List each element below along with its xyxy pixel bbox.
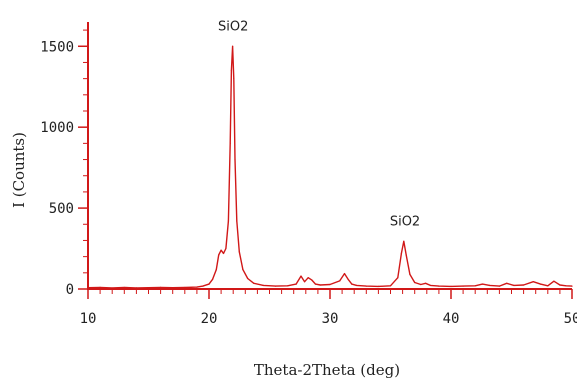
data-point [481, 283, 484, 285]
annotations: SiO2 SiO2 [218, 19, 420, 229]
data-point [212, 278, 214, 280]
data-point [565, 285, 567, 287]
data-point [506, 282, 508, 284]
data-point [123, 286, 125, 289]
y-tick-label: 500 [49, 201, 74, 217]
y-axis-label: I (Counts) [10, 132, 28, 208]
data-point [287, 285, 289, 287]
data-point [172, 287, 174, 289]
data-point [275, 285, 277, 287]
x-tick-label: 20 [201, 311, 218, 327]
data-point [513, 284, 515, 286]
data-point [429, 284, 431, 286]
data-point [218, 254, 220, 256]
y-tick-label: 1000 [40, 120, 74, 136]
data-point [450, 285, 452, 287]
peak-annotation: SiO2 [390, 214, 420, 229]
data-point [403, 240, 405, 242]
data-point [400, 252, 402, 254]
data-point [489, 284, 491, 286]
data-point [236, 220, 238, 222]
data-point [222, 252, 225, 254]
data-point [397, 277, 399, 279]
x-tick-label: 50 [564, 311, 577, 327]
data-point [233, 78, 235, 80]
data-point [215, 269, 217, 271]
data-point [220, 249, 222, 251]
data-point [232, 45, 234, 47]
data-point [225, 247, 227, 250]
data-point [523, 284, 525, 286]
series-layer [87, 45, 573, 289]
data-point [339, 280, 341, 282]
y-axis-title: I (Counts) [10, 132, 28, 208]
data-point [135, 287, 137, 289]
x-axis-label: Theta-2Theta (deg) [254, 361, 400, 379]
data-point [405, 254, 407, 256]
data-point [498, 285, 500, 287]
x-tick-label: 10 [80, 311, 97, 327]
data-point [571, 285, 573, 287]
data-point [229, 142, 231, 144]
axes [87, 22, 572, 290]
data-point [420, 283, 422, 286]
data-point [425, 282, 427, 284]
data-point [247, 277, 249, 280]
data-point [238, 251, 240, 253]
data-point [304, 281, 306, 283]
data-point [314, 283, 317, 285]
data-point [160, 286, 162, 288]
data-point [87, 287, 89, 289]
data-point [559, 284, 561, 286]
data-point [409, 273, 411, 275]
peak-annotation: SiO2 [218, 19, 248, 34]
data-point [474, 285, 476, 287]
data-point [347, 278, 349, 280]
data-point [242, 269, 244, 271]
data-point [202, 285, 204, 287]
x-tick-label: 40 [443, 311, 460, 327]
data-point [111, 287, 113, 289]
data-point [365, 285, 367, 287]
data-point [343, 273, 346, 275]
data-point [230, 69, 232, 72]
data-point [300, 275, 302, 277]
data-point [319, 284, 321, 286]
y-tick-label: 0 [66, 282, 74, 298]
data-point [414, 281, 416, 284]
data-point [389, 285, 392, 287]
data-point [532, 281, 534, 283]
data-point [234, 158, 236, 161]
x-tick-label: 30 [322, 311, 339, 327]
data-point [377, 285, 379, 287]
y-tick-label: 1500 [40, 39, 74, 55]
data-point [329, 283, 331, 286]
data-point [311, 279, 313, 281]
data-point [196, 286, 198, 288]
data-point [208, 283, 210, 285]
data-point [253, 282, 255, 284]
data-point [547, 285, 549, 287]
data-point [147, 287, 150, 289]
data-point [227, 220, 229, 222]
data-point [438, 285, 440, 287]
data-point [351, 283, 353, 285]
data-point [307, 277, 309, 279]
data-point [553, 280, 555, 282]
data-point [184, 286, 186, 289]
data-point [99, 286, 101, 288]
data-point [356, 284, 358, 286]
data-point [462, 285, 464, 287]
data-point [295, 283, 297, 285]
data-point [262, 284, 264, 286]
data-point [539, 283, 542, 285]
series-line [87, 45, 573, 289]
